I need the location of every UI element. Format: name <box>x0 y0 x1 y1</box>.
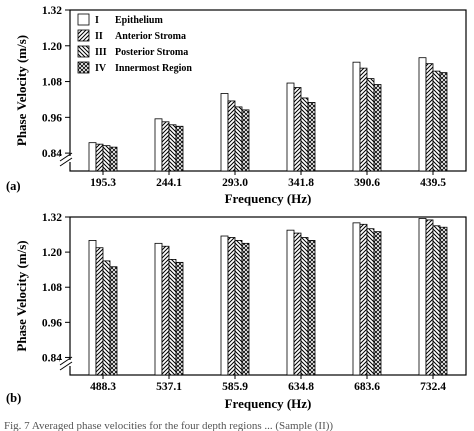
y-tick-label: 1.20 <box>42 247 62 259</box>
x-tick-label: 488.3 <box>90 381 116 393</box>
bar-3-341.8 <box>300 97 309 172</box>
y-tick-label: 1.08 <box>42 77 62 89</box>
bar-4-439.5 <box>439 72 448 172</box>
bar-2-195.3 <box>95 143 104 172</box>
x-tick-label: 244.1 <box>156 177 182 189</box>
bar-2-732.4 <box>425 219 434 376</box>
plot-frame <box>69 9 467 172</box>
bar-1-244.1 <box>154 118 163 172</box>
plot-frame <box>69 216 467 376</box>
panel-label: (a) <box>6 179 21 193</box>
bar-3-293.0 <box>234 106 243 172</box>
bar-2-634.8 <box>293 232 302 376</box>
x-tick-label: 634.8 <box>288 381 314 393</box>
bar-1-537.1 <box>154 242 163 376</box>
panel-label: (b) <box>6 391 21 405</box>
bar-3-390.6 <box>366 78 375 172</box>
y-tick-label: 1.32 <box>42 212 62 224</box>
bar-1-488.3 <box>88 240 97 376</box>
y-tick-label: 1.32 <box>42 5 62 17</box>
legend-swatch-3 <box>77 45 90 58</box>
x-tick-label: 195.3 <box>90 177 116 189</box>
y-tick-label: 1.08 <box>42 282 62 294</box>
bar-2-341.8 <box>293 87 302 172</box>
bar-3-585.9 <box>234 240 243 376</box>
chart-panel-1: 0.84 0.96 1.08 1.20 1.32 195.3 244.1 293.0 341.8… <box>6 5 467 206</box>
bar-2-439.5 <box>425 63 434 172</box>
chart-panel-2: 0.84 0.96 1.08 1.20 1.32 488.3 537.1 585.9 634.8… <box>6 212 467 411</box>
x-axis-title: Frequency (Hz) <box>225 191 312 206</box>
y-tick-label: 0.84 <box>42 352 62 364</box>
bar-2-488.3 <box>95 247 104 376</box>
bar-1-293.0 <box>220 93 229 172</box>
bar-3-488.3 <box>102 260 111 376</box>
bar-3-195.3 <box>102 145 111 172</box>
y-axis-title: Phase Velocity (m/s) <box>14 240 29 351</box>
legend-numeral: II <box>95 31 103 42</box>
bar-4-585.9 <box>241 242 250 376</box>
legend-swatch-4 <box>77 61 90 74</box>
y-tick-label: 0.96 <box>42 317 62 329</box>
legend-label: Anterior Stroma <box>115 31 186 42</box>
bar-4-488.3 <box>109 266 118 376</box>
axis-break-mark <box>59 157 73 167</box>
y-axis-title: Phase Velocity (m/s) <box>14 35 29 146</box>
bar-4-195.3 <box>109 146 118 172</box>
legend-swatch-2 <box>77 29 90 42</box>
bar-4-244.1 <box>175 125 184 172</box>
y-tick-label: 0.96 <box>42 112 62 124</box>
bar-4-634.8 <box>307 240 316 376</box>
x-tick-label: 683.6 <box>354 381 380 393</box>
y-tick-label: 1.20 <box>42 41 62 53</box>
bar-4-293.0 <box>241 109 250 172</box>
legend-numeral: IV <box>95 63 107 74</box>
bar-2-390.6 <box>359 67 368 172</box>
bar-2-293.0 <box>227 100 236 172</box>
bar-1-585.9 <box>220 235 229 376</box>
x-tick-label: 439.5 <box>420 177 446 189</box>
legend-numeral: III <box>95 47 107 58</box>
bar-4-537.1 <box>175 261 184 376</box>
legend: I Epithelium II Anterior Stroma III Posterior… <box>77 13 192 74</box>
y-tick-label: 0.84 <box>42 148 62 160</box>
bar-3-732.4 <box>432 225 441 376</box>
x-tick-label: 537.1 <box>156 381 182 393</box>
bar-2-244.1 <box>161 121 170 172</box>
bar-1-195.3 <box>88 142 97 172</box>
bar-3-439.5 <box>432 70 441 172</box>
figure-caption: Fig. 7 Averaged phase velocities for the… <box>4 420 333 431</box>
bar-4-683.6 <box>373 231 382 376</box>
bar-1-390.6 <box>352 61 361 172</box>
legend-swatch-1 <box>77 13 90 26</box>
axis-break-mark <box>59 356 73 366</box>
x-tick-label: 585.9 <box>222 381 248 393</box>
bar-2-585.9 <box>227 237 236 376</box>
x-tick-label: 732.4 <box>420 381 446 393</box>
x-tick-label: 390.6 <box>354 177 380 189</box>
bar-4-390.6 <box>373 84 382 172</box>
x-tick-label: 293.0 <box>222 177 248 189</box>
bar-1-439.5 <box>418 57 427 172</box>
bar-1-732.4 <box>418 218 427 376</box>
bar-3-683.6 <box>366 228 375 376</box>
bar-4-341.8 <box>307 102 316 172</box>
legend-label: Innermost Region <box>115 63 192 74</box>
axis-break-mark <box>59 152 73 162</box>
bar-2-537.1 <box>161 245 170 376</box>
x-axis-title: Frequency (Hz) <box>225 396 312 411</box>
legend-label: Epithelium <box>115 15 163 26</box>
bar-1-341.8 <box>286 82 295 172</box>
legend-label: Posterior Stroma <box>115 47 188 58</box>
bar-2-683.6 <box>359 223 368 376</box>
bar-3-634.8 <box>300 237 309 376</box>
bar-3-244.1 <box>168 124 177 172</box>
bar-1-683.6 <box>352 222 361 376</box>
bar-3-537.1 <box>168 259 177 376</box>
axis-break-mark <box>59 361 73 371</box>
bar-1-634.8 <box>286 229 295 376</box>
x-tick-label: 341.8 <box>288 177 314 189</box>
bar-4-732.4 <box>439 226 448 376</box>
legend-numeral: I <box>95 15 99 26</box>
